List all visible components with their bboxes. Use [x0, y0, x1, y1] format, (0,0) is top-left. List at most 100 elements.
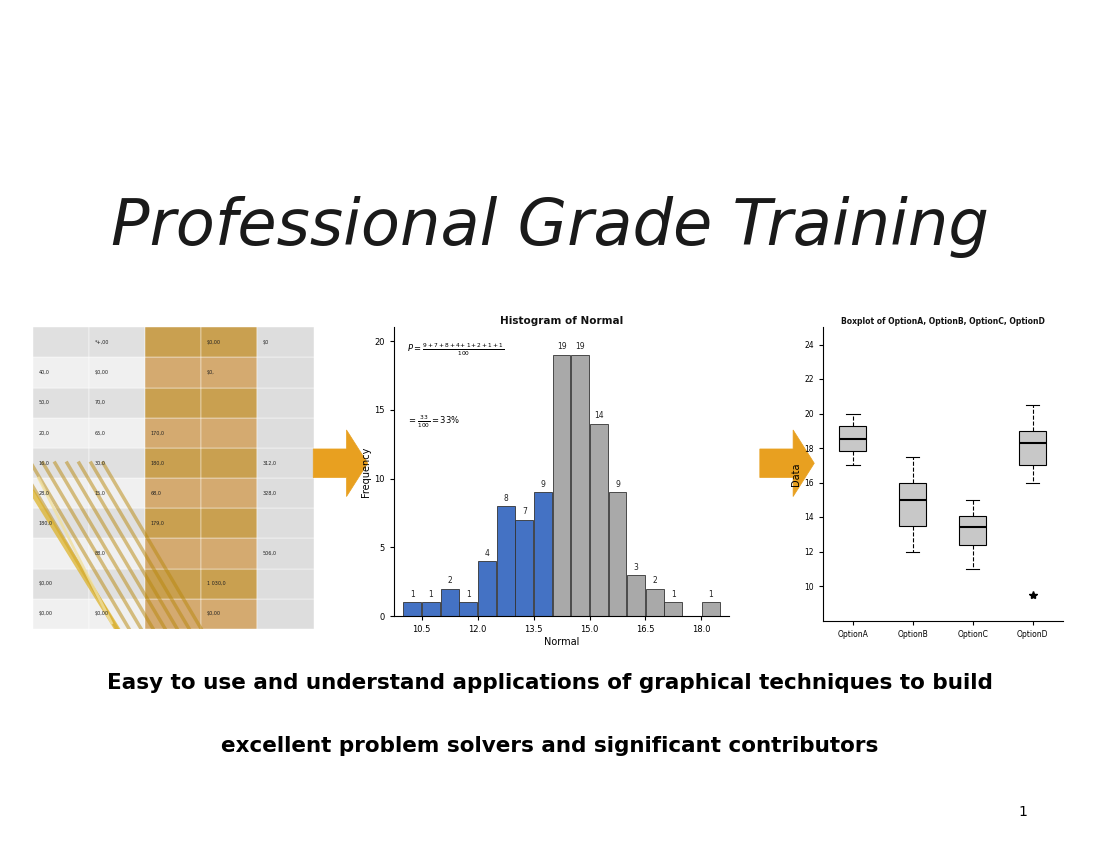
- Text: 9: 9: [540, 480, 546, 489]
- Text: $0,00: $0,00: [39, 611, 53, 616]
- Title: Boxplot of OptionA, OptionB, OptionC, OptionD: Boxplot of OptionA, OptionB, OptionC, Op…: [840, 317, 1045, 326]
- Bar: [257, 448, 314, 478]
- Bar: [201, 358, 257, 388]
- Text: 16,0: 16,0: [39, 461, 50, 466]
- Bar: [89, 508, 145, 539]
- Bar: [33, 327, 89, 358]
- Bar: [201, 417, 257, 448]
- Text: 3: 3: [634, 563, 638, 571]
- PathPatch shape: [1019, 431, 1046, 465]
- Text: 40,0: 40,0: [39, 370, 50, 375]
- Bar: [201, 508, 257, 539]
- Text: *+,00: *+,00: [95, 340, 109, 345]
- Text: 20,0: 20,0: [39, 430, 50, 435]
- Text: 8: 8: [504, 494, 508, 502]
- Bar: [664, 603, 682, 616]
- Bar: [257, 478, 314, 508]
- Bar: [201, 569, 257, 598]
- Text: $0,00: $0,00: [207, 340, 221, 345]
- Bar: [33, 448, 89, 478]
- X-axis label: Normal: Normal: [543, 637, 580, 647]
- Text: 7: 7: [521, 507, 527, 517]
- Text: 506,0: 506,0: [263, 551, 277, 556]
- Text: $0,00: $0,00: [207, 611, 221, 616]
- Bar: [702, 603, 719, 616]
- Bar: [627, 575, 645, 616]
- Text: FranklinGood: FranklinGood: [28, 50, 191, 73]
- Bar: [441, 589, 459, 616]
- Text: 180,0: 180,0: [39, 521, 53, 526]
- Bar: [33, 539, 89, 569]
- Bar: [608, 492, 626, 616]
- Bar: [145, 508, 201, 539]
- Bar: [33, 508, 89, 539]
- Bar: [552, 354, 571, 616]
- Text: 170,0: 170,0: [151, 430, 165, 435]
- Text: $0,00: $0,00: [95, 370, 109, 375]
- Bar: [89, 539, 145, 569]
- Bar: [89, 417, 145, 448]
- Text: $0,00: $0,00: [39, 581, 53, 586]
- Bar: [201, 327, 257, 358]
- Text: 19: 19: [557, 343, 566, 351]
- Bar: [257, 539, 314, 569]
- Bar: [201, 598, 257, 629]
- Bar: [145, 358, 201, 388]
- Y-axis label: Frequency: Frequency: [362, 446, 372, 497]
- Bar: [89, 478, 145, 508]
- Bar: [257, 508, 314, 539]
- Bar: [201, 478, 257, 508]
- Bar: [89, 388, 145, 418]
- Text: 65,0: 65,0: [95, 430, 106, 435]
- Text: $P = \frac{9+7+8+4+1+2+1+1}{100}$: $P = \frac{9+7+8+4+1+2+1+1}{100}$: [407, 342, 505, 358]
- Text: 1: 1: [410, 590, 415, 599]
- Text: 2: 2: [448, 576, 452, 586]
- Bar: [515, 520, 534, 616]
- Text: 180,0: 180,0: [151, 461, 165, 466]
- Bar: [257, 358, 314, 388]
- Text: 2: 2: [652, 576, 657, 586]
- Bar: [89, 598, 145, 629]
- Bar: [33, 598, 89, 629]
- Bar: [460, 603, 477, 616]
- Text: Histograms and Box Plots: Histograms and Box Plots: [390, 60, 1078, 105]
- Text: 1 030,0: 1 030,0: [207, 581, 226, 586]
- Text: $0,00: $0,00: [95, 611, 109, 616]
- Bar: [145, 478, 201, 508]
- PathPatch shape: [839, 426, 867, 451]
- Bar: [534, 492, 552, 616]
- Text: 15,0: 15,0: [95, 490, 106, 496]
- Bar: [33, 358, 89, 388]
- Text: 14: 14: [594, 411, 604, 420]
- Bar: [257, 327, 314, 358]
- Bar: [478, 561, 496, 616]
- Bar: [145, 539, 201, 569]
- Text: 1: 1: [671, 590, 675, 599]
- Text: 1: 1: [466, 590, 471, 599]
- Bar: [33, 569, 89, 598]
- Text: 1: 1: [429, 590, 433, 599]
- Y-axis label: Data: Data: [791, 462, 802, 485]
- Bar: [257, 388, 314, 418]
- Text: $= \frac{33}{100} = 33\%$: $= \frac{33}{100} = 33\%$: [407, 414, 460, 430]
- Title: Histogram of Normal: Histogram of Normal: [499, 316, 624, 326]
- Bar: [497, 506, 515, 616]
- Text: 179,0: 179,0: [151, 521, 165, 526]
- Text: 70,0: 70,0: [95, 400, 106, 405]
- Bar: [33, 388, 89, 418]
- Bar: [145, 598, 201, 629]
- Bar: [201, 388, 257, 418]
- PathPatch shape: [899, 483, 926, 525]
- Text: 68,0: 68,0: [151, 490, 162, 496]
- Text: excellent problem solvers and significant contributors: excellent problem solvers and significan…: [221, 736, 879, 756]
- Bar: [590, 423, 608, 616]
- Text: Easy to use and understand applications of graphical techniques to build: Easy to use and understand applications …: [107, 673, 993, 694]
- PathPatch shape: [959, 516, 987, 545]
- Text: 50,0: 50,0: [39, 400, 50, 405]
- Bar: [33, 417, 89, 448]
- Bar: [646, 589, 663, 616]
- Bar: [89, 448, 145, 478]
- Bar: [201, 448, 257, 478]
- Text: 328,0: 328,0: [263, 490, 277, 496]
- Text: Professional Grade Training: Professional Grade Training: [111, 196, 989, 258]
